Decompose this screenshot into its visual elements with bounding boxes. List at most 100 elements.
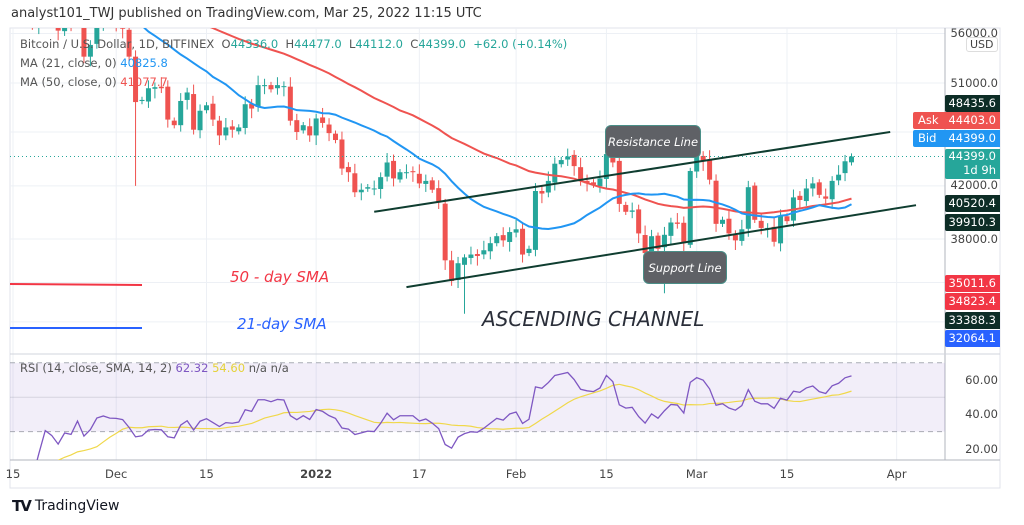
candle-body [681, 222, 687, 244]
open-label: O [221, 37, 231, 51]
candle [287, 77, 293, 126]
rsi-value: 62.32 [175, 361, 209, 375]
candle-body [668, 222, 674, 236]
candle [55, 28, 61, 41]
candle-body [494, 236, 500, 244]
tradingview-logo[interactable]: TV TradingView [12, 497, 119, 515]
candle-body [75, 7, 80, 22]
candle [707, 150, 713, 185]
candle [378, 172, 384, 199]
candle [158, 77, 164, 94]
ascending-channel-label[interactable]: ASCENDING CHANNEL [482, 307, 705, 331]
candle-body [171, 120, 177, 126]
candle-body [320, 117, 326, 123]
candle-body [165, 86, 171, 120]
candle-body [87, 44, 93, 57]
price-tag-value: 32064.1 [948, 331, 996, 345]
candle-body [565, 156, 571, 160]
sma50-note[interactable]: 50 - day SMA [230, 268, 330, 286]
candle-body [242, 104, 248, 128]
rsi-na-1: n/a [248, 361, 267, 375]
candle-body [184, 92, 190, 100]
candle [307, 118, 313, 142]
ma50-label: MA (50, close, 0) [20, 75, 117, 89]
candle-body [139, 99, 145, 102]
candle-body [603, 154, 609, 179]
candle-body [249, 103, 255, 109]
candle [487, 236, 493, 260]
candle-body [623, 204, 629, 212]
candle [552, 157, 558, 191]
price-tag-value: 40520.4 [948, 196, 996, 210]
candle-body [500, 235, 506, 241]
candle [765, 223, 771, 238]
candle [216, 115, 222, 146]
candle [423, 174, 429, 192]
rsi-label: RSI (14, close, SMA, 14, 2) [20, 361, 172, 375]
candle [655, 232, 661, 253]
symbol-name[interactable]: Bitcoin / U.S. Dollar, 1D, BITFINEX [20, 37, 215, 51]
candle [810, 177, 816, 197]
candle-body [545, 180, 551, 193]
candle-body [468, 254, 474, 258]
tradingview-logo-icon: TV [12, 497, 32, 515]
candle [455, 256, 461, 288]
support-line-label[interactable]: Support Line [643, 251, 727, 284]
candle-body [371, 188, 377, 190]
candle-body [358, 189, 364, 193]
open-value: 44336.0 [230, 37, 279, 51]
candle-body [158, 86, 164, 89]
ma21-legend[interactable]: MA (21, close, 0) 40825.8 [20, 56, 168, 70]
price-tag-value: 44399.0 [948, 149, 996, 163]
candle-body [745, 187, 751, 229]
price-tag-label: Bid [918, 131, 937, 145]
candle-body [642, 235, 648, 254]
candle-body [429, 180, 435, 190]
close-label: C [410, 37, 419, 51]
sma21-note[interactable]: 21-day SMA [237, 315, 327, 333]
candle [597, 170, 603, 193]
candle [358, 183, 364, 201]
time-tick-label: Feb [505, 467, 527, 481]
candle-body [836, 174, 842, 181]
time-tick-label: 15 [199, 467, 214, 481]
candle [262, 78, 268, 95]
candle [752, 182, 758, 223]
candle-body [655, 235, 661, 249]
time-tick-label: 15 [779, 467, 795, 481]
candle-body [55, 28, 61, 31]
candle [720, 216, 725, 228]
candle-body [69, 19, 74, 23]
candle [133, 50, 139, 186]
candle [365, 184, 371, 192]
rsi-legend[interactable]: RSI (14, close, SMA, 14, 2) 62.32 54.60 … [20, 361, 289, 375]
candle-body [333, 133, 338, 141]
candle-body [120, 28, 126, 29]
candle [339, 131, 345, 175]
candle-body [732, 235, 738, 241]
candle-body [216, 120, 222, 136]
candle [281, 81, 287, 97]
price-tag-value: 44399.0 [948, 131, 996, 145]
candle-body [274, 85, 280, 89]
candle [532, 183, 538, 257]
candle-body [539, 190, 545, 194]
candle-body [365, 187, 371, 189]
resistance-line-label[interactable]: Resistance Line [605, 125, 701, 158]
ma50-value: 41077.7 [120, 75, 168, 89]
candle-body [197, 110, 203, 131]
ma50-legend[interactable]: MA (50, close, 0) 41077.7 [20, 75, 168, 89]
candle-body [778, 215, 784, 244]
candle-body [378, 177, 384, 189]
candle [500, 227, 506, 247]
candle [352, 163, 358, 198]
candle-body [423, 180, 429, 184]
candle [242, 96, 248, 135]
candle-body [649, 236, 655, 254]
candle-body [391, 160, 397, 179]
price-label-56000: 56000.0 [950, 26, 998, 40]
time-tick-label: Dec [105, 467, 128, 481]
price-tag-value: 39910.3 [948, 215, 996, 229]
currency-badge[interactable]: USD [966, 37, 998, 52]
